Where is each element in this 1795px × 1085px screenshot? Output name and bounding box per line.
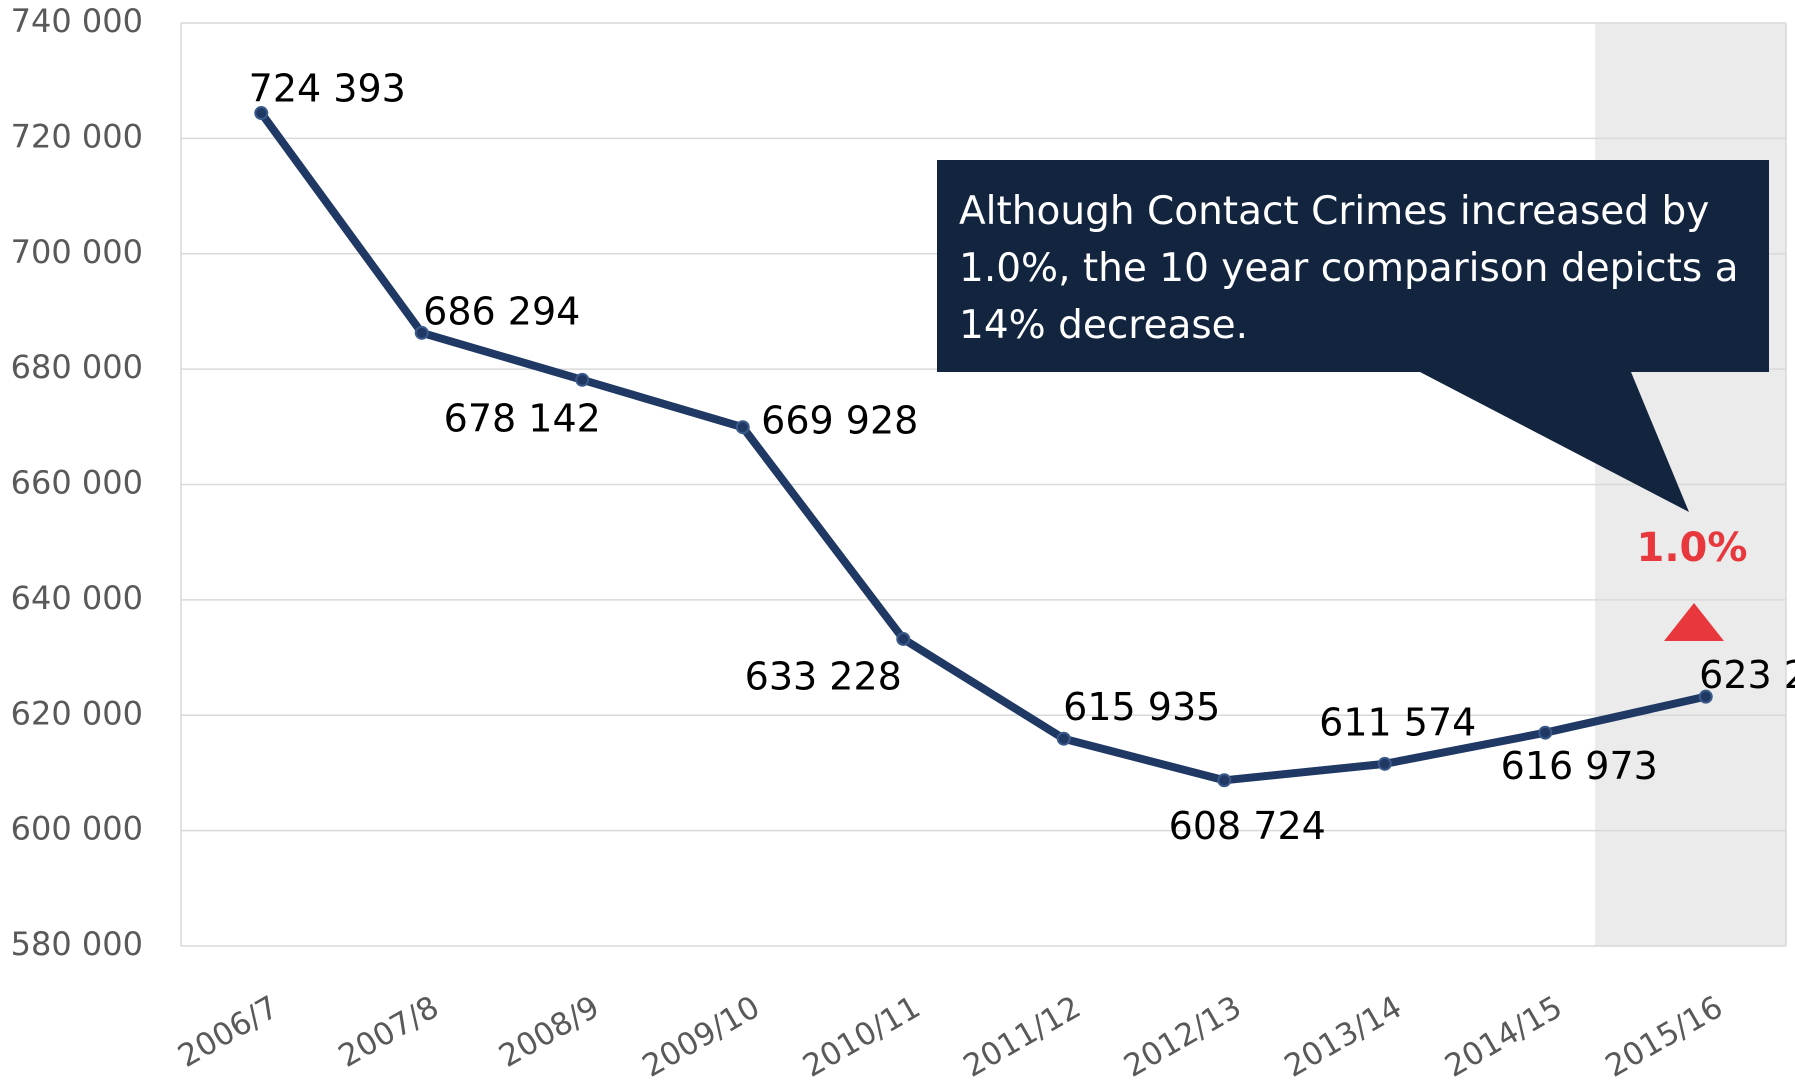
point [1217, 773, 1232, 788]
data-label: 724 393 [249, 67, 406, 111]
point [735, 420, 750, 435]
point [414, 325, 429, 340]
callout-pointer [1420, 372, 1689, 512]
x-tick-label: 2010/11 [797, 989, 927, 1085]
increase-arrow [1664, 603, 1724, 641]
data-label: 608 724 [1169, 804, 1326, 848]
point [575, 372, 590, 387]
data-label: 623 223 [1699, 653, 1795, 697]
y-tick-label: 640 000 [11, 579, 143, 617]
data-label: 616 973 [1501, 744, 1658, 788]
point [1377, 756, 1392, 771]
point [254, 106, 269, 121]
point [1538, 725, 1553, 740]
data-label: 633 228 [745, 654, 902, 698]
x-tick-label: 2007/8 [333, 989, 445, 1075]
data-label: 611 574 [1319, 700, 1476, 744]
x-tick-label: 2012/13 [1118, 989, 1248, 1085]
y-tick-label: 620 000 [11, 694, 143, 732]
x-tick-label: 2014/15 [1439, 989, 1569, 1085]
y-tick-label: 700 000 [11, 233, 143, 271]
x-tick-label: 2008/9 [493, 989, 605, 1075]
line [258, 110, 1707, 785]
x-tick-label: 2015/16 [1599, 989, 1729, 1085]
point [896, 631, 911, 646]
y-tick-label: 660 000 [11, 464, 143, 502]
change-label: 1.0% [1636, 525, 1748, 571]
data-label: 678 142 [444, 396, 601, 440]
x-tick-label: 2006/7 [172, 989, 284, 1075]
annotation: Although Contact Crimes increased by 1.0… [937, 160, 1769, 372]
data-label: 615 935 [1063, 685, 1220, 729]
data-label: 686 294 [423, 289, 580, 333]
y-tick-label: 580 000 [11, 925, 143, 963]
y-tick-label: 740 000 [11, 2, 143, 40]
x-tick-label: 2011/12 [957, 989, 1087, 1085]
y-tick-label: 680 000 [11, 348, 143, 386]
y-tick-label: 720 000 [11, 117, 143, 155]
x-tick-label: 2013/14 [1278, 989, 1408, 1085]
point [1698, 689, 1713, 704]
data-label: 669 928 [761, 399, 918, 443]
y-tick-label: 600 000 [11, 810, 143, 848]
point [1056, 731, 1071, 746]
x-tick-label: 2009/10 [636, 989, 766, 1085]
